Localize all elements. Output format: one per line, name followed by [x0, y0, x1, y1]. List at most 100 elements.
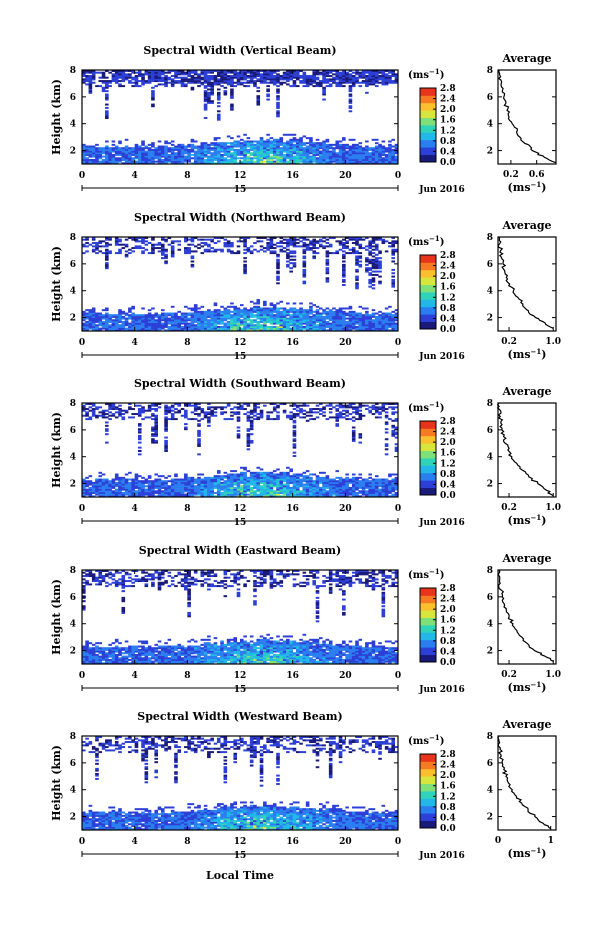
heatmap-cell	[292, 252, 297, 255]
heatmap-cell	[374, 260, 379, 263]
heatmap-cell	[111, 160, 116, 163]
heatmap-cell	[249, 319, 254, 322]
heatmap-cell	[174, 71, 178, 74]
heatmap-cell	[263, 153, 267, 156]
heatmap-cell	[207, 478, 211, 481]
heatmap-cell	[213, 75, 218, 78]
heatmap-cell	[144, 327, 149, 330]
heatmap-cell	[154, 148, 159, 151]
heatmap-cell	[256, 486, 261, 489]
heatmap-cell	[266, 142, 270, 145]
heatmap-cell	[243, 481, 247, 484]
heatmap-cell	[246, 443, 251, 446]
heatmap-cell	[197, 148, 201, 151]
heatmap-cell	[213, 80, 218, 83]
heatmap-cell	[394, 158, 399, 161]
heatmap-cell	[269, 471, 274, 474]
heatmap-cell	[118, 73, 122, 76]
heatmap-cell	[147, 476, 152, 479]
heatmap-cell	[190, 257, 195, 260]
heatmap-cell	[131, 305, 135, 308]
heatmap-cell	[269, 162, 274, 165]
heatmap-cell	[101, 71, 106, 74]
heatmap-cell	[358, 320, 363, 323]
heatmap-cell	[319, 329, 323, 332]
heatmap-cell	[187, 493, 191, 496]
heatmap-cell	[197, 247, 201, 250]
heatmap-cell	[322, 325, 326, 328]
heatmap-cell	[253, 71, 257, 74]
heatmap-cell	[200, 488, 205, 491]
heatmap-cell	[190, 478, 195, 481]
heatmap-cell	[216, 327, 221, 330]
heatmap-cell	[286, 319, 290, 322]
heatmap-cell	[91, 315, 96, 318]
heatmap-cell	[111, 480, 116, 483]
heatmap-cell	[147, 327, 152, 330]
heatmap-cell	[319, 238, 323, 241]
heatmap-cell	[164, 450, 168, 452]
heatmap-cell	[233, 478, 238, 481]
heatmap-cell	[315, 162, 320, 165]
heatmap-cell	[124, 490, 129, 493]
heatmap-cell	[207, 310, 211, 313]
heatmap-cell	[240, 495, 244, 498]
heatmap-cell	[147, 485, 152, 488]
heatmap-cell	[187, 324, 191, 327]
y-tick-label: 4	[70, 287, 76, 297]
heatmap-cell	[154, 431, 159, 434]
heatmap-cell	[151, 86, 155, 89]
heatmap-cell	[207, 238, 211, 241]
heatmap-cell	[147, 160, 152, 163]
heatmap-cell	[184, 486, 188, 489]
heatmap-cell	[384, 148, 389, 151]
heatmap-cell	[358, 76, 363, 79]
heatmap-cell	[322, 324, 326, 327]
heatmap-cell	[88, 148, 93, 151]
heatmap-cell	[170, 418, 175, 421]
heatmap-cell	[348, 317, 353, 320]
heatmap-cell	[151, 329, 155, 332]
heatmap-cell	[164, 80, 168, 83]
heatmap-cell	[266, 152, 270, 155]
heatmap-cell	[312, 327, 317, 330]
heatmap-cell	[345, 75, 349, 78]
heatmap-cell	[348, 88, 353, 91]
average-profile-line	[497, 236, 554, 329]
heatmap-cell	[312, 325, 317, 328]
heatmap-cell	[128, 148, 132, 151]
heatmap-cell	[226, 475, 231, 478]
heatmap-cell	[85, 329, 89, 332]
heatmap-cell	[351, 325, 356, 328]
heatmap-cell	[325, 250, 330, 253]
heatmap-cell	[128, 309, 132, 312]
heatmap-cell	[141, 143, 145, 146]
heatmap-cell	[253, 476, 257, 479]
heatmap-cell	[170, 162, 175, 165]
heatmap-cell	[230, 108, 234, 111]
heatmap-cell	[137, 429, 142, 432]
heatmap-cell	[151, 143, 155, 146]
heatmap-cell	[391, 327, 396, 330]
heatmap-cell	[223, 153, 228, 156]
heatmap-cell	[348, 324, 353, 327]
heatmap-cell	[259, 81, 264, 84]
heatmap-cell	[279, 250, 284, 253]
heatmap-cell	[246, 70, 251, 72]
heatmap-cell	[345, 307, 349, 310]
heatmap-cell	[184, 495, 188, 498]
heatmap-cell	[187, 153, 191, 156]
heatmap-cell	[200, 317, 205, 320]
heatmap-cell	[272, 325, 277, 328]
heatmap-cell	[154, 322, 159, 325]
heatmap-cell	[197, 320, 201, 323]
heatmap-cell	[368, 73, 372, 76]
heatmap-cell	[256, 160, 261, 163]
heatmap-cell	[108, 480, 112, 483]
heatmap-cell	[259, 245, 264, 248]
heatmap-cell	[236, 478, 241, 481]
heatmap-cell	[371, 70, 376, 72]
heatmap-cell	[88, 71, 93, 74]
heatmap-cell	[151, 413, 155, 416]
heatmap-cell	[121, 243, 126, 246]
